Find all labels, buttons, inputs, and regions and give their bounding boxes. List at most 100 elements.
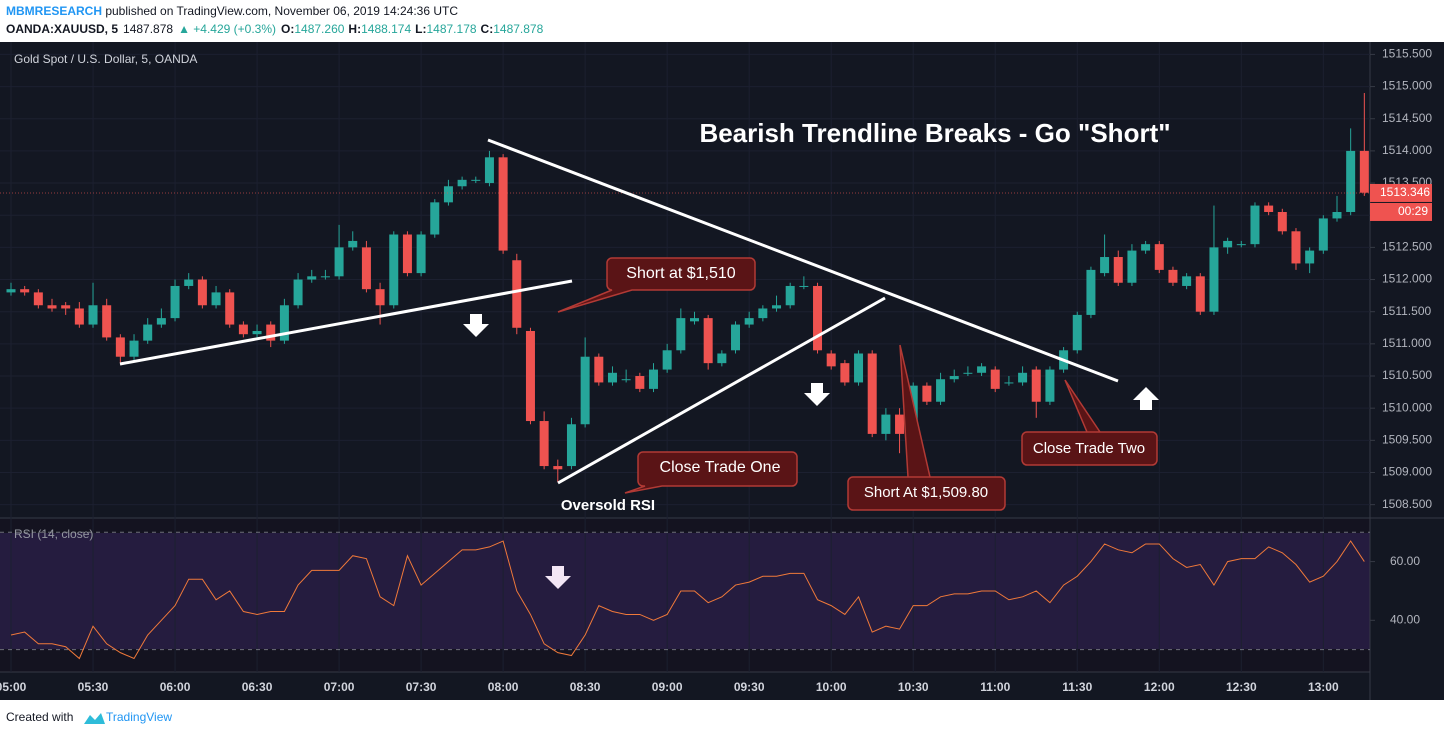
candle-body [47,305,57,309]
candle-body [936,379,946,402]
x-tick-label: 13:00 [1308,680,1339,694]
candle-body [402,234,412,274]
candle-body [922,385,932,402]
candle-body [566,424,576,467]
trendline [487,138,1119,383]
candle-body [211,292,221,306]
candle-body [1250,205,1260,245]
footer-prefix: Created with [6,710,73,724]
rsi-line [10,540,1365,660]
y-tick-label: 1514.000 [1382,143,1432,157]
candle-body [1318,218,1328,251]
candle-body [225,292,235,325]
x-tick-label: 12:00 [1144,680,1175,694]
axes: 1508.500 1509.000 1509.500 1510.000 1510.500… [0,47,1432,695]
y-tick-label: 1515.000 [1382,79,1432,93]
y-tick-label: 1512.500 [1382,240,1432,254]
annotation: Short at $1,510 [626,265,736,282]
candle-body [33,292,43,306]
candle-body [238,324,248,335]
candle-body [443,186,453,203]
down-arrow [545,566,571,589]
candle-body [1141,244,1151,251]
y-tick-label: 1509.500 [1382,433,1432,447]
candle-body [512,260,522,328]
candle-body [74,308,84,325]
up-arrow [1133,387,1159,410]
candle-body [1346,150,1356,212]
x-tick-label: 08:30 [570,680,601,694]
candle-body [184,279,194,286]
down-arrow [463,314,489,337]
rsi-pane [0,531,1370,660]
candle-body [990,369,1000,389]
y-tick-label: 1515.500 [1382,47,1432,61]
candle-body [1332,211,1342,219]
candle-body [949,376,959,380]
candle-body [320,276,330,278]
y-tick-label: 1510.000 [1382,400,1432,414]
candle-body [1127,250,1137,283]
candle-body [156,318,166,325]
candle-body [1291,231,1301,264]
y-tick-label: 1514.500 [1382,111,1432,125]
l-label: L: [415,22,426,36]
candle-body [334,247,344,277]
o-label: O: [281,22,294,36]
candle-body [744,318,754,325]
y-tick-label: 1511.500 [1382,304,1431,318]
x-tick-label: 09:30 [734,680,765,694]
candle-body [1195,276,1205,312]
price-pane [0,93,1370,483]
candle-body [758,308,768,319]
candle-body [1277,211,1287,232]
candle-body [1168,269,1178,283]
footer-brand[interactable]: TradingView [106,710,172,724]
candle-body [170,285,180,319]
candle-body [594,356,604,383]
candle-body [129,340,139,357]
footer-bg [0,700,1444,736]
candle-body [676,318,686,351]
candle-body [1072,314,1082,351]
candle-body [963,372,973,374]
candle-body [717,353,727,364]
countdown-label: 00:29 [1398,204,1428,218]
h-label: H: [348,22,361,36]
h-value: 1488.174 [361,22,411,36]
candle-body [813,285,823,351]
x-tick-label: 11:30 [1062,680,1092,694]
candle-body [115,337,125,357]
annotation-title: Bearish Trendline Breaks - Go "Short" [699,118,1170,148]
c-value: 1487.878 [493,22,543,36]
y-tick-label: 40.00 [1390,612,1420,626]
candle-body [854,353,864,383]
y-tick-label: 1510.500 [1382,368,1432,382]
y-tick-label: 60.00 [1390,554,1420,568]
candle-body [102,305,112,338]
c-label: C: [481,22,494,36]
x-tick-label: 06:30 [242,680,273,694]
candle-body [648,369,658,389]
published: published on TradingView.com, November 0… [102,4,458,18]
candle-body [279,305,289,341]
down-arrow [804,383,830,406]
candle-body [1100,257,1110,274]
header-bg [0,0,1444,42]
candle-body [20,289,30,293]
candle-body [1182,276,1192,286]
candle-body [307,276,317,280]
candle-body [1045,369,1055,402]
trendline [119,279,573,366]
candle-body [430,202,440,235]
candle-body [703,318,713,364]
o-value: 1487.260 [294,22,344,36]
x-tick-label: 10:30 [898,680,929,694]
candle-body [348,240,358,248]
candle-body [785,285,795,306]
x-tick-label: 05:00 [0,680,27,694]
candle-body [484,157,494,184]
rsi-title: RSI (14, close) [14,527,93,541]
candle-body [1209,247,1219,312]
